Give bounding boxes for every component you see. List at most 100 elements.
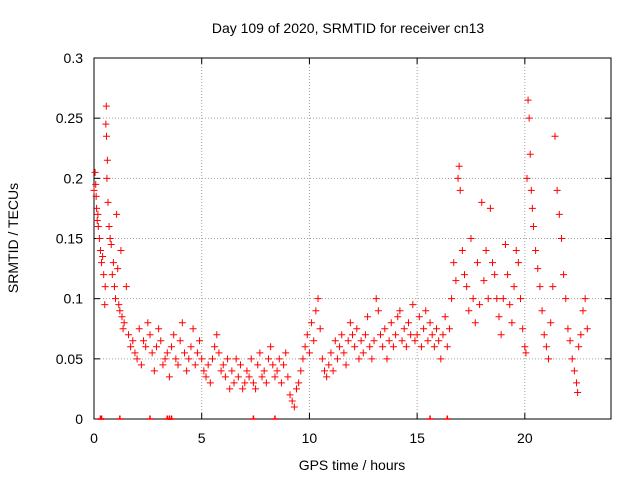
data-point <box>226 385 234 393</box>
data-point <box>433 325 441 333</box>
data-point <box>150 367 158 375</box>
y-tick-label: 0.1 <box>64 291 84 307</box>
data-point <box>396 307 404 315</box>
data-point <box>529 222 537 230</box>
data-point <box>575 343 583 351</box>
data-point <box>252 385 260 393</box>
data-point <box>282 349 290 357</box>
data-point <box>165 373 173 381</box>
data-point <box>547 319 555 327</box>
data-point <box>286 391 294 399</box>
data-point <box>415 313 423 321</box>
data-point <box>217 367 225 375</box>
data-point <box>522 349 530 357</box>
data-point <box>113 210 121 218</box>
data-point <box>104 198 112 206</box>
x-tick-label: 15 <box>409 430 425 446</box>
data-point <box>568 355 576 363</box>
data-point <box>140 337 148 345</box>
data-point <box>144 319 152 327</box>
data-point <box>422 307 430 315</box>
data-point <box>448 295 456 303</box>
data-point <box>269 361 277 369</box>
data-point <box>417 343 425 351</box>
data-point <box>118 313 126 321</box>
data-point <box>349 331 356 339</box>
data-point <box>439 331 447 339</box>
data-point <box>129 337 137 345</box>
data-point <box>445 325 453 333</box>
data-point <box>271 373 279 381</box>
data-point <box>400 325 408 333</box>
data-point <box>90 186 98 194</box>
data-point <box>557 235 565 242</box>
data-point <box>478 198 486 206</box>
data-point <box>101 283 109 291</box>
data-point <box>437 355 445 363</box>
data-point <box>521 343 529 351</box>
data-point <box>163 349 171 357</box>
data-point <box>564 325 572 333</box>
zero-data-point <box>168 415 176 420</box>
data-point <box>480 277 488 285</box>
data-point <box>506 301 514 309</box>
data-point <box>370 337 378 345</box>
data-point <box>392 331 400 339</box>
zero-data-point <box>249 415 257 420</box>
y-tick-label: 0.2 <box>64 170 84 186</box>
data-point <box>549 283 557 291</box>
data-point <box>560 271 568 279</box>
data-point <box>333 355 341 363</box>
data-point <box>110 283 118 291</box>
x-tick-label: 5 <box>198 430 206 446</box>
data-point <box>525 114 533 122</box>
data-point <box>538 307 546 315</box>
data-point <box>542 343 550 351</box>
data-point <box>426 319 434 327</box>
x-tick-label: 20 <box>517 430 533 446</box>
data-point <box>305 349 313 357</box>
data-point <box>534 265 542 273</box>
y-tick-label: 0.15 <box>56 231 83 247</box>
data-point <box>405 319 413 327</box>
data-point <box>514 259 522 267</box>
data-point <box>517 295 525 303</box>
data-point <box>316 325 324 333</box>
data-point <box>545 355 553 363</box>
y-axis-label: SRMTID / TECUs <box>5 183 21 293</box>
data-point <box>148 349 156 357</box>
data-point <box>215 349 223 357</box>
data-point <box>482 247 490 255</box>
data-point <box>107 241 115 249</box>
data-point <box>178 319 186 327</box>
data-point <box>120 319 128 327</box>
data-point <box>519 325 527 333</box>
data-point <box>124 331 132 339</box>
data-point <box>579 307 587 315</box>
data-point <box>318 355 326 363</box>
data-point <box>206 379 214 387</box>
data-point <box>299 355 307 363</box>
data-point <box>394 313 402 321</box>
data-point <box>528 204 536 212</box>
data-point <box>247 355 255 363</box>
data-point <box>455 162 463 170</box>
data-point <box>260 367 268 375</box>
data-point <box>450 259 458 267</box>
data-point <box>551 132 559 140</box>
data-point <box>524 96 532 104</box>
data-point <box>583 325 591 333</box>
data-point <box>208 355 216 363</box>
data-point <box>135 325 143 333</box>
data-point <box>273 367 281 375</box>
data-point <box>570 367 578 375</box>
data-point <box>245 373 253 381</box>
data-point <box>351 343 359 351</box>
axis-ticks: 0 5 10 15 20 0 0.05 0.1 0.15 0.2 0.25 0.3 <box>56 50 611 446</box>
data-point <box>377 331 385 339</box>
data-point <box>159 361 167 369</box>
data-point <box>379 343 387 351</box>
zero-data-point <box>443 415 451 420</box>
data-point <box>277 379 285 387</box>
data-point <box>338 331 346 339</box>
